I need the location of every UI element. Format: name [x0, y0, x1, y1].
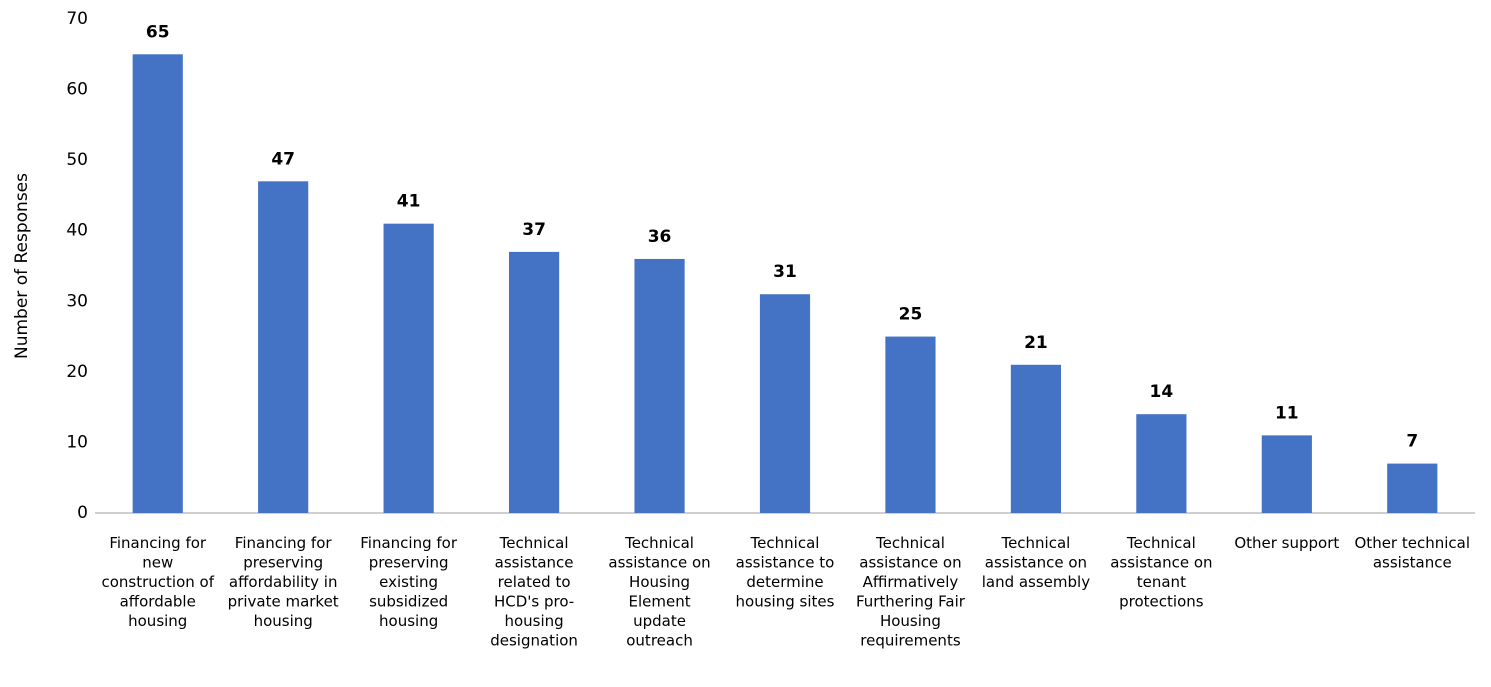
bar	[1261, 435, 1312, 513]
x-tick-label: Other technical assistance	[1355, 534, 1471, 572]
x-tick-label: Technical assistance on Affirmatively Furth…	[856, 534, 966, 650]
data-label: 41	[397, 192, 421, 212]
data-label: 37	[522, 220, 546, 240]
x-tick-label: Technical assistance to determine housing s…	[736, 534, 835, 611]
x-tick-label: Technical assistance on Housing Element upda…	[608, 534, 710, 650]
y-tick-label: 0	[77, 503, 88, 523]
bar	[1010, 364, 1061, 513]
x-tick-label: Technical assistance on tenant protections	[1110, 534, 1212, 611]
x-tick-label: Financing for preserving existing subsidize…	[360, 534, 458, 630]
y-tick-label: 20	[66, 362, 88, 382]
bar	[258, 181, 309, 514]
data-label: 7	[1406, 432, 1418, 452]
bar	[1387, 463, 1438, 513]
bar	[759, 294, 811, 513]
bar	[509, 251, 560, 513]
data-label: 65	[146, 22, 170, 42]
y-tick-label: 60	[66, 80, 88, 100]
data-label: 14	[1150, 382, 1174, 402]
data-label: 31	[773, 262, 797, 282]
bar	[885, 336, 936, 513]
y-axis-label: Number of Responses	[12, 173, 32, 359]
data-label: 36	[648, 227, 672, 247]
data-label: 25	[899, 305, 923, 325]
data-label: 11	[1275, 403, 1299, 423]
x-tick-label: Financing for new construction of affordabl…	[101, 534, 214, 630]
y-tick-label: 50	[66, 150, 88, 170]
bar	[383, 223, 434, 513]
x-tick-label: Financing for preserving affordability in p…	[228, 534, 339, 630]
bar	[132, 54, 183, 514]
y-tick-label: 70	[66, 9, 88, 29]
data-label: 21	[1024, 333, 1048, 353]
y-tick-label: 30	[66, 291, 88, 311]
data-label: 47	[271, 149, 295, 169]
x-tick-label: Other support	[1234, 534, 1339, 552]
y-tick-label: 10	[66, 432, 88, 452]
x-tick-label: Technical assistance on land assembly	[982, 534, 1091, 591]
bar	[634, 258, 685, 513]
x-tick-label: Technical assistance related to HCD's pro-h…	[490, 534, 578, 650]
y-tick-label: 40	[66, 221, 88, 241]
bar	[1136, 414, 1187, 513]
